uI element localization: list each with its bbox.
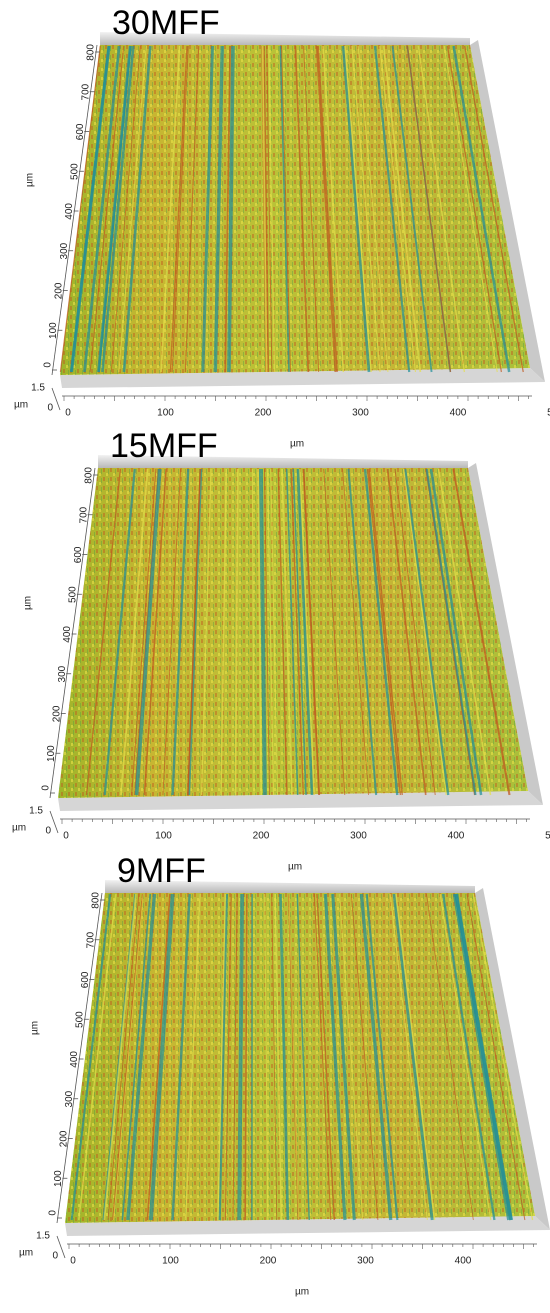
- y-tick-label: 400: [64, 203, 75, 220]
- y-tick-label: 700: [85, 931, 96, 948]
- y-tick-label: 700: [78, 506, 89, 523]
- x-tick-label: 200: [253, 831, 270, 842]
- y-tick-label: 500: [75, 1011, 86, 1028]
- z-tick-label: 0: [52, 1251, 58, 1262]
- y-tick-label: 800: [84, 467, 95, 484]
- y-tick-label: 500: [70, 163, 81, 180]
- y-tick-label: 0: [41, 785, 52, 791]
- y-tick-label: 100: [53, 1170, 64, 1187]
- z-tick-label: 1.5: [36, 1231, 50, 1242]
- y-tick-label: 600: [73, 546, 84, 563]
- y-tick-label: 500: [68, 586, 79, 603]
- x-tick-label: 300: [350, 831, 367, 842]
- x-tick-label: 300: [357, 1256, 374, 1267]
- x-tick-label: 0: [70, 1256, 76, 1267]
- z-axis: [52, 388, 60, 410]
- y-tick-label: 600: [80, 971, 91, 988]
- panel-title: 9MFF: [117, 852, 206, 890]
- x-tick-label: 100: [157, 408, 174, 419]
- x-tick-label: 200: [260, 1256, 277, 1267]
- y-tick-label: 200: [51, 705, 62, 722]
- z-axis: [57, 1236, 65, 1258]
- z-tick-label: 1.5: [31, 383, 45, 394]
- y-tick-label: 0: [43, 362, 54, 368]
- y-tick-label: 300: [59, 242, 70, 259]
- x-axis-label: µm: [290, 439, 304, 450]
- y-tick-label: 600: [75, 123, 86, 140]
- z-tick-label: 0: [45, 826, 51, 837]
- y-tick-label: 200: [53, 282, 64, 299]
- x-tick-label: 200: [255, 408, 272, 419]
- x-tick-label: 0: [65, 408, 71, 419]
- x-tick-label: 400: [455, 1256, 472, 1267]
- x-tick-label: 0: [63, 831, 69, 842]
- x-tick-label: 100: [155, 831, 172, 842]
- y-tick-label: 800: [91, 892, 102, 909]
- y-axis-label: µm: [23, 596, 34, 610]
- y-tick-label: 100: [46, 745, 57, 762]
- z-axis: [50, 811, 58, 833]
- y-tick-label: 100: [48, 322, 59, 339]
- y-tick-label: 700: [80, 83, 91, 100]
- x-axis-label: µm: [295, 1287, 309, 1298]
- x-tick-label: 400: [448, 831, 465, 842]
- x-tick-label: 500: [545, 831, 550, 842]
- x-tick-label: 300: [352, 408, 369, 419]
- y-axis-label: µm: [30, 1021, 41, 1035]
- y-tick-label: 400: [62, 626, 73, 643]
- panel-title: 15MFF: [110, 427, 218, 465]
- y-tick-label: 0: [48, 1210, 59, 1216]
- y-tick-label: 800: [86, 44, 97, 61]
- z-axis-label: µm: [19, 1248, 33, 1259]
- z-tick-label: 0: [47, 403, 53, 414]
- z-axis-label: µm: [12, 823, 26, 834]
- surface-texture: [60, 45, 530, 375]
- y-axis-label: µm: [25, 173, 36, 187]
- panel-title: 30MFF: [112, 4, 220, 42]
- y-tick-label: 400: [69, 1051, 80, 1068]
- x-tick-label: 100: [162, 1256, 179, 1267]
- y-tick-label: 300: [57, 665, 68, 682]
- y-tick-label: 300: [64, 1090, 75, 1107]
- y-tick-label: 200: [58, 1130, 69, 1147]
- z-axis-label: µm: [14, 400, 28, 411]
- x-axis-label: µm: [288, 862, 302, 873]
- x-tick-label: 400: [450, 408, 467, 419]
- z-tick-label: 1.5: [29, 806, 43, 817]
